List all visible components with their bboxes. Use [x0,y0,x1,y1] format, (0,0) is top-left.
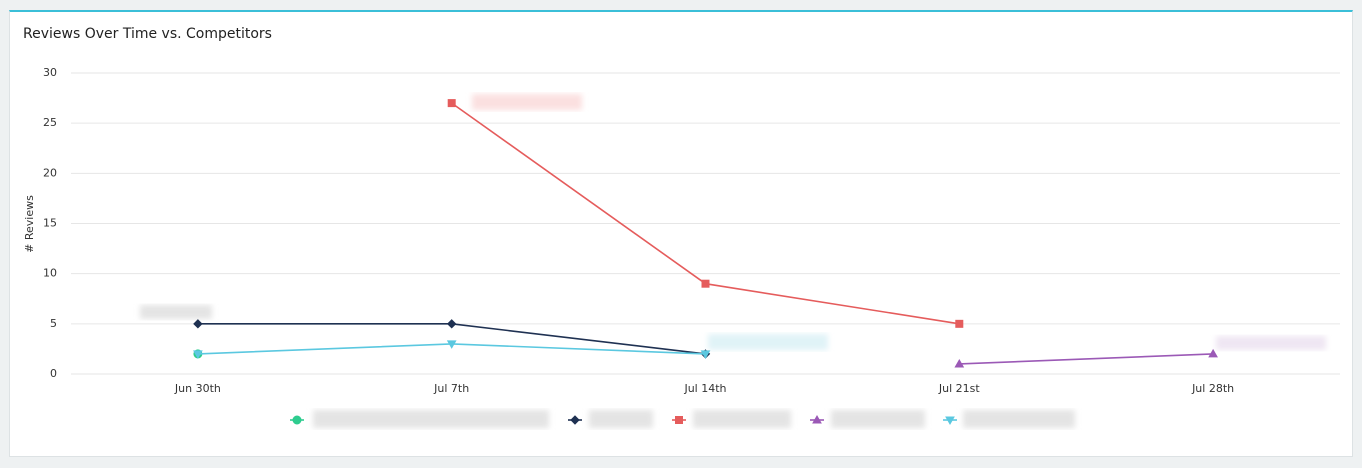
point [193,319,203,329]
y-tick-label: 15 [43,217,57,230]
y-tick-label: 25 [43,116,57,129]
x-tick-label: Jul 7th [433,382,469,395]
x-tick-label: Jun 30th [174,382,221,395]
x-tick-label: Jul 21st [938,382,980,395]
label-redacted [708,334,828,350]
series-line [451,102,960,325]
point [1208,348,1218,358]
label-redacted [1216,336,1326,350]
point [570,415,580,425]
y-axis-label: # Reviews [23,195,36,253]
legend-name-redacted [963,410,1075,428]
point [812,414,822,424]
point [292,415,302,425]
point [955,319,964,328]
label-redacted [140,305,212,319]
series-line [959,353,1214,365]
legend-name-redacted [693,410,791,428]
point [446,319,457,329]
point [945,416,955,426]
y-tick-label: 5 [50,317,57,330]
point [446,340,457,349]
label-redacted [472,94,582,110]
point [193,350,203,359]
y-tick-label: 0 [50,367,57,380]
point [954,358,965,368]
legend-name-redacted [831,410,925,428]
point [447,99,456,108]
legend-name-redacted [313,410,549,428]
point [700,350,711,359]
y-tick-label: 10 [43,267,57,280]
x-tick-label: Jul 14th [683,382,726,395]
card [9,10,1353,457]
point [701,279,710,288]
y-tick-label: 30 [43,66,57,79]
y-tick-label: 20 [43,166,57,179]
x-tick-label: Jul 28th [1191,382,1234,395]
point [675,416,683,424]
legend-name-redacted [589,410,653,428]
chart-title: Reviews Over Time vs. Competitors [23,26,272,42]
